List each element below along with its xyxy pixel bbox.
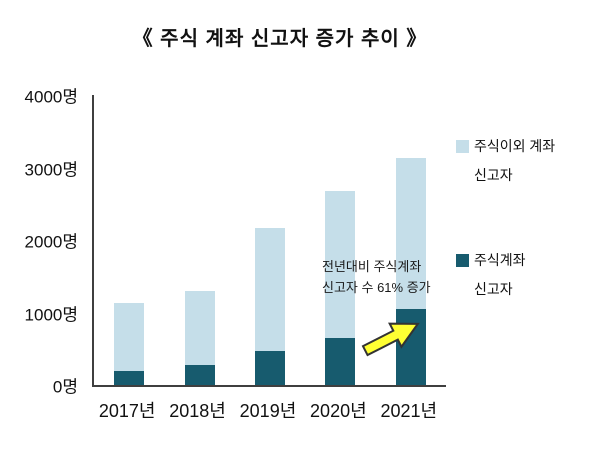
- bar-segment-nonstock: [184, 290, 215, 366]
- legend-label-nonstock: 주식이외 계좌 신고자: [474, 138, 556, 184]
- legend-swatch-nonstock: [456, 140, 469, 153]
- bar-group: [184, 290, 215, 385]
- bar-segment-nonstock: [114, 303, 145, 371]
- annotation-text: 전년대비 주식계좌 신고자 수 61% 증가: [322, 259, 431, 296]
- x-axis-labels: 2017년 2018년 2019년 2020년 2021년: [92, 397, 444, 423]
- bar-segment-nonstock: [395, 158, 426, 309]
- y-tick-label: 3000명: [24, 160, 78, 179]
- legend-swatch-stock: [456, 254, 469, 267]
- bar-group: [114, 303, 145, 385]
- bar-segment-stock: [184, 365, 215, 385]
- bar-segment-stock: [114, 370, 145, 385]
- legend-item-stock: 주식계좌 신고자: [456, 246, 526, 305]
- y-axis: 4000명 3000명 2000명 1000명 0명: [0, 88, 84, 397]
- y-tick-label: 1000명: [24, 305, 78, 324]
- bar-segment-nonstock: [325, 190, 356, 338]
- bar-segment-nonstock: [254, 228, 285, 351]
- increase-arrow-icon: [361, 322, 420, 357]
- y-tick-label: 0명: [52, 377, 78, 397]
- legend-item-nonstock: 주식이외 계좌 신고자: [456, 132, 555, 191]
- bar-group: [325, 190, 356, 385]
- x-tick-label: 2018년: [169, 401, 226, 421]
- bar-group: [254, 228, 285, 385]
- y-tick-label: 2000명: [24, 232, 78, 252]
- x-tick-label: 2017년: [98, 401, 156, 421]
- x-tick-label: 2020년: [310, 401, 367, 421]
- increase-arrow-shape: [361, 322, 420, 357]
- plot-area: [92, 95, 446, 387]
- y-tick-label: 4000명: [24, 87, 78, 107]
- bar-group: [395, 158, 426, 385]
- legend-label-stock: 주식계좌 신고자: [474, 252, 526, 298]
- bar-segment-stock: [325, 337, 356, 385]
- bar-segment-stock: [254, 350, 285, 385]
- x-tick-label: 2021년: [380, 401, 438, 421]
- page-title: 《 주식 계좌 신고자 증가 추이 》: [132, 28, 428, 50]
- x-tick-label: 2019년: [239, 401, 297, 421]
